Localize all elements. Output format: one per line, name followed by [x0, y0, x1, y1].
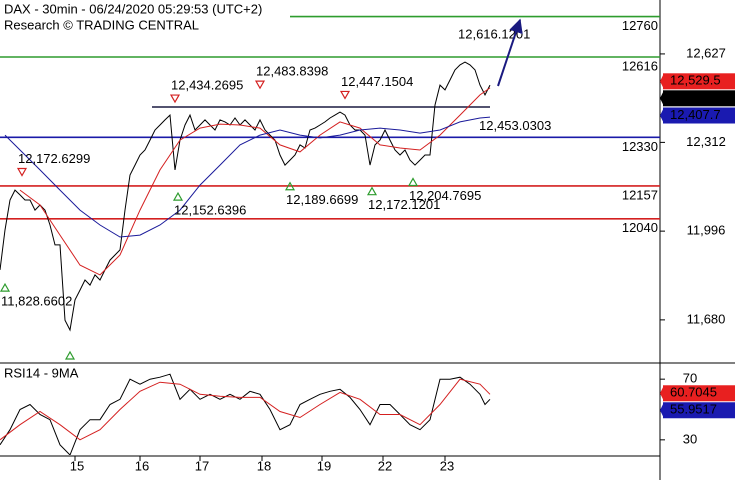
x-tick-label: 18: [257, 458, 271, 473]
price-tag-label: 12,407.7: [670, 107, 721, 122]
low-marker: [172, 191, 184, 201]
price-tag: [663, 90, 735, 107]
high-marker: [254, 80, 266, 90]
chart-title: RSI14 - 9MA: [4, 365, 79, 380]
x-tick-label: 15: [70, 458, 84, 473]
x-tick-label: 16: [135, 458, 149, 473]
series-line: [4, 116, 491, 238]
right-axis: 11,680 11,996 12,312 12,627: [660, 45, 726, 326]
price-tag-pointer: [660, 402, 664, 419]
low-marker: [366, 186, 378, 196]
level-label: 12760: [622, 18, 658, 33]
price-tag-pointer: [660, 73, 664, 90]
level-label: 12330: [622, 139, 658, 154]
price-tag-label: 60.7045: [670, 385, 717, 400]
high-marker: [169, 94, 181, 104]
chart-subtitle: Research © TRADING CENTRAL: [4, 17, 199, 32]
low-marker: [407, 177, 419, 187]
price-tag-label: 12,529.5: [670, 73, 721, 88]
pivot-label: 12,616.1201: [458, 26, 530, 41]
trend-arrow: [497, 18, 523, 87]
high-marker: [339, 90, 351, 100]
level-label: 12616: [622, 58, 658, 73]
level-label: 12040: [622, 220, 658, 235]
y-tick-label: 11,680: [687, 311, 726, 326]
series-line: [0, 378, 491, 441]
y-tick-label: 12,627: [686, 45, 726, 60]
price-tag-pointer: [660, 90, 664, 107]
pivot-label: 11,587.0000: [66, 361, 137, 376]
pivot-label: 11,828.6602: [1, 294, 72, 309]
pivot-label: 12,189.6699: [286, 192, 358, 207]
pivot-label: 12,453.0303: [479, 118, 551, 133]
y-tick-label: 70: [683, 371, 697, 386]
price-tag: [663, 107, 735, 124]
high-marker: [16, 167, 28, 177]
series-line: [0, 373, 491, 455]
price-tag-label: 12,523.8: [670, 90, 721, 105]
chart-title: DAX - 30min - 06/24/2020 05:29:53 (UTC+2…: [4, 1, 262, 16]
y-tick-label: 11,996: [687, 223, 726, 238]
level-label: 12157: [622, 187, 658, 202]
pivot-label: 12,434.2695: [171, 77, 243, 92]
pivot-label: 12,172.6299: [18, 151, 90, 166]
series-line: [19, 87, 491, 276]
panel: [0, 373, 491, 455]
pivot-label: 12,152.6396: [174, 203, 246, 218]
price-tag-pointer: [660, 385, 664, 402]
pivot-label: 12,447.1504: [341, 74, 413, 89]
x-tick-label: 23: [440, 458, 454, 473]
low-marker: [284, 181, 296, 191]
price-tag: [663, 73, 735, 90]
x-tick-label: 22: [378, 458, 392, 473]
series-line: [0, 61, 491, 332]
price-tag-pointer: [660, 107, 664, 124]
price-tag-label: 55.9517: [670, 402, 717, 417]
pivot-label: 12,172.1201: [368, 197, 440, 212]
low-marker: [64, 350, 76, 360]
x-tick-label: 19: [317, 458, 331, 473]
price-tag: [663, 402, 735, 419]
pivot-label: 12,483.8398: [256, 64, 328, 79]
pivot-label: 12,204.7695: [409, 188, 481, 203]
y-tick-label: 30: [683, 431, 697, 446]
y-tick-label: 12,312: [686, 134, 726, 149]
panel: 11,828.6602 12,172.6299 11,587.0000 12,434.…: [0, 15, 660, 376]
low-marker: [0, 282, 11, 292]
x-tick-label: 17: [195, 458, 209, 473]
price-tag: [663, 385, 735, 402]
